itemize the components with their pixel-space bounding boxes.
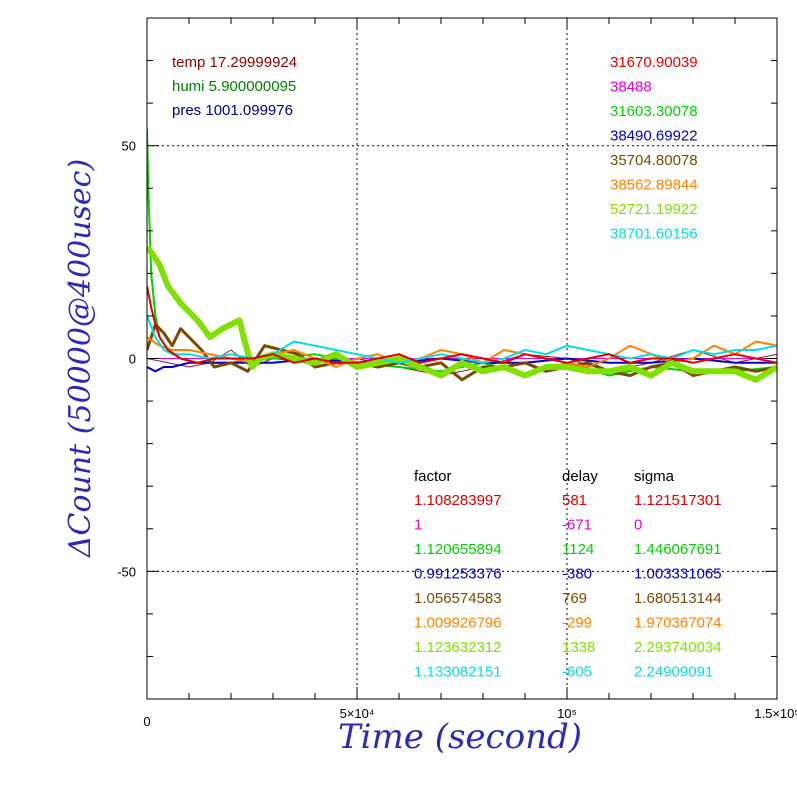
table-cell: 1.970367074 [634, 615, 722, 632]
table-cell: 2.293740034 [634, 639, 722, 656]
series-line-8 [147, 315, 777, 364]
data-series [147, 128, 777, 383]
series-line-7 [147, 245, 777, 383]
table-cell: 1.680513144 [634, 590, 722, 607]
table-cell: -605 [562, 664, 592, 681]
table-header: delay [562, 468, 598, 485]
table-cell: 1.133082151 [414, 664, 502, 681]
mean-value: 52721.19922 [610, 201, 698, 218]
mean-value: 31603.30078 [610, 103, 698, 120]
mean-value: 31670.90039 [610, 54, 698, 71]
y-tick-label: -50 [117, 564, 136, 579]
table-cell: 1 [414, 517, 422, 534]
means-legend: 31670.90039 38488 31603.30078 38490.69922 35… [610, 54, 698, 243]
table-cell: 1.056574583 [414, 590, 502, 607]
table-cell: 1.120655894 [414, 541, 502, 558]
table-cell: 1.009926796 [414, 615, 502, 632]
table-cell: -380 [562, 566, 592, 583]
env-label: humi 5.900000095 [172, 78, 296, 95]
table-cell: 1.121517301 [634, 492, 722, 509]
y-tick-label: 50 [122, 139, 136, 154]
table-cell: 1.123632312 [414, 639, 502, 656]
series-line-9 [147, 285, 777, 364]
x-tick-label: 0 [143, 714, 150, 729]
x-tick-label: 10⁵ [557, 706, 577, 721]
tick-marks [146, 17, 778, 700]
env-label: temp 17.29999924 [172, 54, 297, 71]
table-cell: 0 [634, 517, 642, 534]
table-cell: -299 [562, 615, 592, 632]
table-cell: 1.108283997 [414, 492, 502, 509]
x-axis-title: Time (second) [338, 717, 582, 757]
table-cell: 1338 [562, 639, 595, 656]
table-cell: 1.446067691 [634, 541, 722, 558]
mean-value: 38562.89844 [610, 177, 698, 194]
y-tick-label: 0 [129, 352, 136, 367]
mean-value: 35704.80078 [610, 152, 698, 169]
mean-value: 38701.60156 [610, 226, 698, 243]
table-header: sigma [634, 468, 675, 485]
x-tick-label: 5×10⁴ [340, 706, 375, 721]
mean-value: 38490.69922 [610, 128, 698, 145]
parameter-table: factor delay sigma 1.108283997 581 1.12151730… [414, 468, 722, 681]
table-cell: 0.991253376 [414, 566, 502, 583]
table-cell: 1.003331065 [634, 566, 722, 583]
table-cell: 581 [562, 492, 587, 509]
table-cell: -671 [562, 517, 592, 534]
table-cell: 769 [562, 590, 587, 607]
table-cell: 2.24909091 [634, 664, 713, 681]
tick-labels: 0 5×10⁴ 10⁵ 1.5×10⁵ 50 0 -50 [117, 139, 797, 729]
table-header: factor [414, 468, 452, 485]
table-cell: 1124 [562, 541, 594, 558]
environment-legend: temp 17.29999924 humi 5.900000095 pres 100… [172, 54, 297, 119]
env-label: pres 1001.099976 [172, 102, 293, 119]
mean-value: 38488 [610, 79, 652, 96]
y-axis-title: ΔCount (50000@400usec) [63, 159, 98, 558]
x-tick-label: 1.5×10⁵ [754, 706, 797, 721]
